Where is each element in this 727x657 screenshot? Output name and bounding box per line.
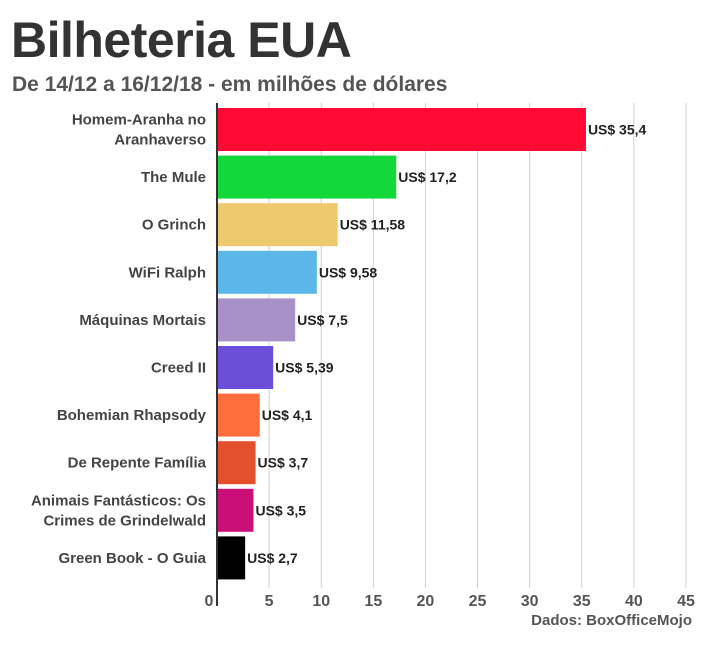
category-label-7: Bohemian Rhapsody bbox=[57, 407, 207, 424]
x-tick-label-5: 5 bbox=[265, 593, 274, 610]
data-source: Dados: BoxOfficeMojo bbox=[531, 612, 692, 629]
category-label-8: De Repente Família bbox=[68, 455, 207, 472]
category-label-9-line-1: Animais Fantásticos: Os bbox=[31, 492, 206, 509]
x-tick-label-20: 20 bbox=[417, 593, 435, 610]
bar-5 bbox=[217, 298, 296, 342]
value-label-6: US$ 5,39 bbox=[275, 360, 334, 376]
x-tick-label-40: 40 bbox=[625, 593, 643, 610]
x-tick-label-35: 35 bbox=[573, 593, 591, 610]
value-label-9: US$ 3,5 bbox=[255, 502, 306, 518]
bar-4 bbox=[217, 250, 317, 294]
bar-10 bbox=[217, 536, 246, 580]
category-label-4: WiFi Ralph bbox=[129, 264, 206, 281]
bar-6 bbox=[217, 346, 274, 389]
chart-title: Bilheteria EUA bbox=[11, 12, 352, 68]
value-label-3: US$ 11,58 bbox=[340, 217, 406, 233]
category-label-1-line-1: Homem-Aranha no bbox=[72, 112, 206, 129]
value-label-5: US$ 7,5 bbox=[297, 312, 348, 328]
x-tick-label-10: 10 bbox=[312, 593, 330, 610]
bar-9 bbox=[217, 488, 254, 532]
bar-3 bbox=[217, 203, 338, 247]
category-label-10: Green Book - O Guia bbox=[58, 550, 206, 567]
value-label-7: US$ 4,1 bbox=[262, 407, 313, 423]
bar-1 bbox=[217, 108, 586, 151]
bar-chart: US$ 35,4 Homem-Aranha no Aranhaverso US$ 17… bbox=[31, 103, 695, 610]
bar-7 bbox=[217, 393, 260, 437]
value-label-2: US$ 17,2 bbox=[398, 169, 457, 185]
x-tick-label-15: 15 bbox=[364, 593, 382, 610]
category-label-5: Máquinas Mortais bbox=[79, 312, 206, 329]
chart-subtitle: De 14/12 a 16/12/18 - em milhões de dóla… bbox=[12, 73, 448, 96]
category-label-9-line-2: Crimes de Grindelwald bbox=[43, 512, 206, 529]
bar-2 bbox=[217, 155, 397, 199]
x-tick-label-0: 0 bbox=[205, 593, 214, 610]
category-label-2: The Mule bbox=[141, 169, 206, 186]
category-label-3: O Grinch bbox=[142, 217, 206, 234]
value-label-10: US$ 2,7 bbox=[247, 550, 298, 566]
value-label-1: US$ 35,4 bbox=[588, 122, 647, 138]
x-tick-label-25: 25 bbox=[469, 593, 487, 610]
x-tick-label-30: 30 bbox=[521, 593, 539, 610]
x-tick-label-45: 45 bbox=[677, 593, 695, 610]
value-label-8: US$ 3,7 bbox=[258, 455, 309, 471]
category-label-6: Creed II bbox=[151, 360, 206, 377]
bar-8 bbox=[217, 441, 256, 485]
value-label-4: US$ 9,58 bbox=[319, 264, 378, 280]
category-label-1-line-2: Aranhaverso bbox=[114, 132, 206, 149]
